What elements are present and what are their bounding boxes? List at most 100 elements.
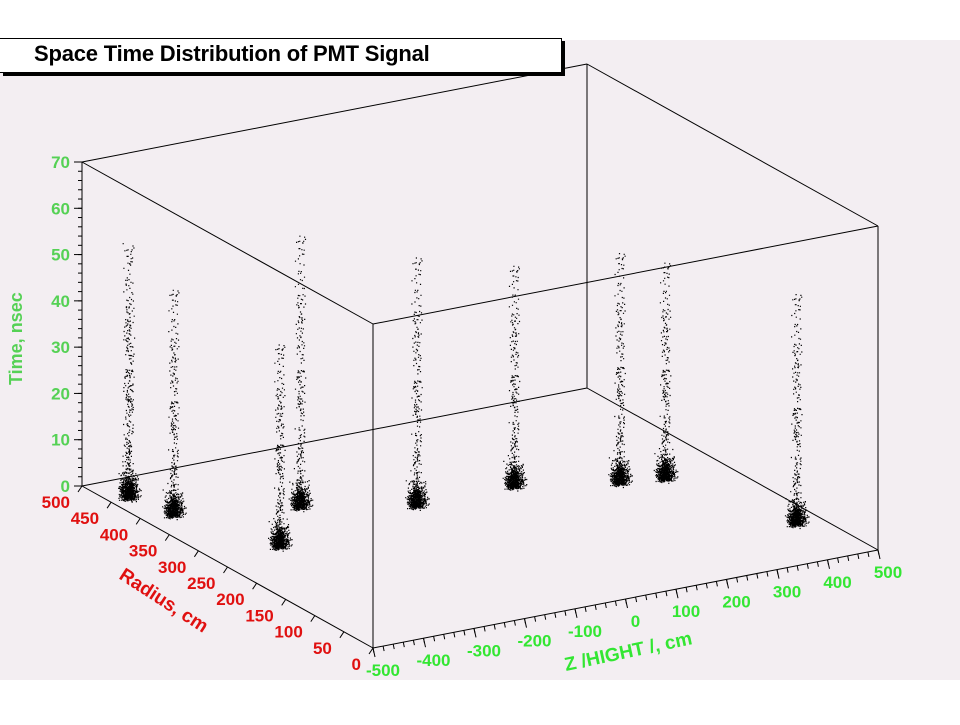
z-minor-tick (483, 626, 486, 632)
time-axis-ticks: 0 10 20 30 40 50 60 70 (51, 153, 82, 496)
z-minor-tick (877, 549, 880, 556)
box-edge (81, 387, 588, 487)
z-tick-label: 0 (631, 612, 640, 631)
z-minor-tick (816, 561, 819, 567)
z-minor-tick (705, 583, 708, 589)
radius-tick-mark (77, 485, 83, 493)
z-minor-tick (796, 565, 799, 571)
radius-tick-mark (223, 566, 228, 574)
z-minor-tick (766, 571, 769, 577)
z-minor-tick (776, 569, 779, 575)
z-minor-tick (544, 614, 547, 620)
z-minor-tick (372, 647, 375, 654)
z-minor-tick (524, 618, 526, 624)
radius-tick-mark (193, 550, 199, 558)
z-minor-tick (614, 600, 617, 607)
box-edge (372, 225, 879, 325)
z-minor-tick (756, 573, 759, 579)
radius-tick-label: 400 (100, 525, 128, 544)
radius-tick-mark (281, 599, 287, 606)
z-minor-tick (665, 591, 668, 597)
z-tick-label: 300 (773, 583, 801, 602)
z-minor-tick (564, 610, 567, 616)
z-minor-tick (554, 612, 557, 618)
time-tick-label: 70 (51, 153, 70, 172)
z-minor-tick (574, 608, 577, 614)
radius-tick-label: 300 (158, 558, 186, 577)
box-edge (586, 387, 879, 551)
radius-tick-mark (310, 615, 316, 622)
z-minor-tick (867, 551, 870, 558)
z-minor-tick (382, 645, 385, 652)
z-minor-tick (746, 575, 749, 581)
radius-tick-mark (339, 631, 345, 639)
radius-tick-label: 100 (274, 623, 302, 642)
radius-tick-mark (164, 534, 170, 541)
title-box (0, 38, 562, 73)
radius-tick-mark (135, 518, 141, 525)
radius-tick-label: 250 (187, 574, 215, 593)
z-minor-tick (402, 642, 405, 648)
z-minor-tick (423, 638, 425, 644)
z-minor-tick (715, 581, 718, 587)
z-minor-tick (786, 567, 789, 573)
time-tick-label: 50 (51, 246, 70, 265)
z-minor-tick (503, 622, 506, 628)
z-minor-tick (655, 593, 658, 599)
z-minor-tick (837, 557, 840, 563)
z-tick-label: -200 (517, 632, 551, 651)
z-minor-tick (827, 559, 829, 565)
radius-tick-mark (252, 582, 258, 590)
time-tick-label: 0 (61, 477, 70, 496)
box-edge (81, 161, 374, 325)
z-minor-tick (453, 632, 456, 638)
radius-tick-label: 200 (216, 590, 244, 609)
z-tick-label: -500 (366, 661, 400, 680)
z-minor-tick (433, 636, 436, 642)
box-edge (81, 63, 588, 163)
z-tick-label: -400 (416, 651, 450, 670)
z-minor-tick (604, 602, 607, 609)
time-tick-label: 60 (51, 199, 70, 218)
z-minor-tick (847, 555, 850, 561)
z-tick-label: 200 (722, 592, 750, 611)
time-tick-label: 20 (51, 384, 70, 403)
z-minor-tick (685, 587, 688, 593)
z-minor-tick (675, 589, 678, 595)
z-tick-label: 500 (874, 563, 902, 582)
z-minor-tick (443, 634, 446, 640)
z-minor-tick (412, 640, 415, 646)
z-minor-tick (473, 628, 476, 634)
radius-tick-label: 500 (42, 493, 70, 512)
z-minor-tick (493, 624, 496, 630)
z-minor-tick (392, 643, 395, 650)
z-tick-label: 100 (672, 602, 700, 621)
z-minor-tick (534, 616, 537, 622)
z-minor-tick (513, 620, 516, 626)
z-minor-tick (635, 596, 638, 603)
z-minor-tick (806, 563, 809, 569)
z-minor-tick (584, 606, 587, 612)
radius-tick-mark (106, 501, 112, 509)
z-minor-tick (625, 598, 627, 605)
z-tick-label: -300 (467, 641, 501, 660)
z-tick-label: 400 (823, 573, 851, 592)
radius-tick-mark (368, 647, 374, 655)
radius-tick-label: 350 (129, 542, 157, 561)
z-minor-tick (463, 630, 466, 636)
radius-tick-label: 50 (313, 639, 332, 658)
z-tick-label: -100 (568, 622, 602, 641)
z-axis-ticks: -500 -400 -300 -200 -100 0 100 200 300 400 500 (366, 549, 902, 680)
z-minor-tick (726, 579, 728, 585)
time-axis-label: Time, nsec (6, 292, 26, 385)
radius-tick-label: 150 (245, 606, 273, 625)
chart-title: Space Time Distribution of PMT Signal (34, 41, 430, 66)
z-minor-tick (736, 577, 739, 583)
time-tick-label: 30 (51, 338, 70, 357)
box-edge (586, 63, 879, 227)
time-tick-label: 10 (51, 431, 70, 450)
z-minor-tick (594, 604, 597, 610)
z-minor-tick (695, 585, 698, 591)
